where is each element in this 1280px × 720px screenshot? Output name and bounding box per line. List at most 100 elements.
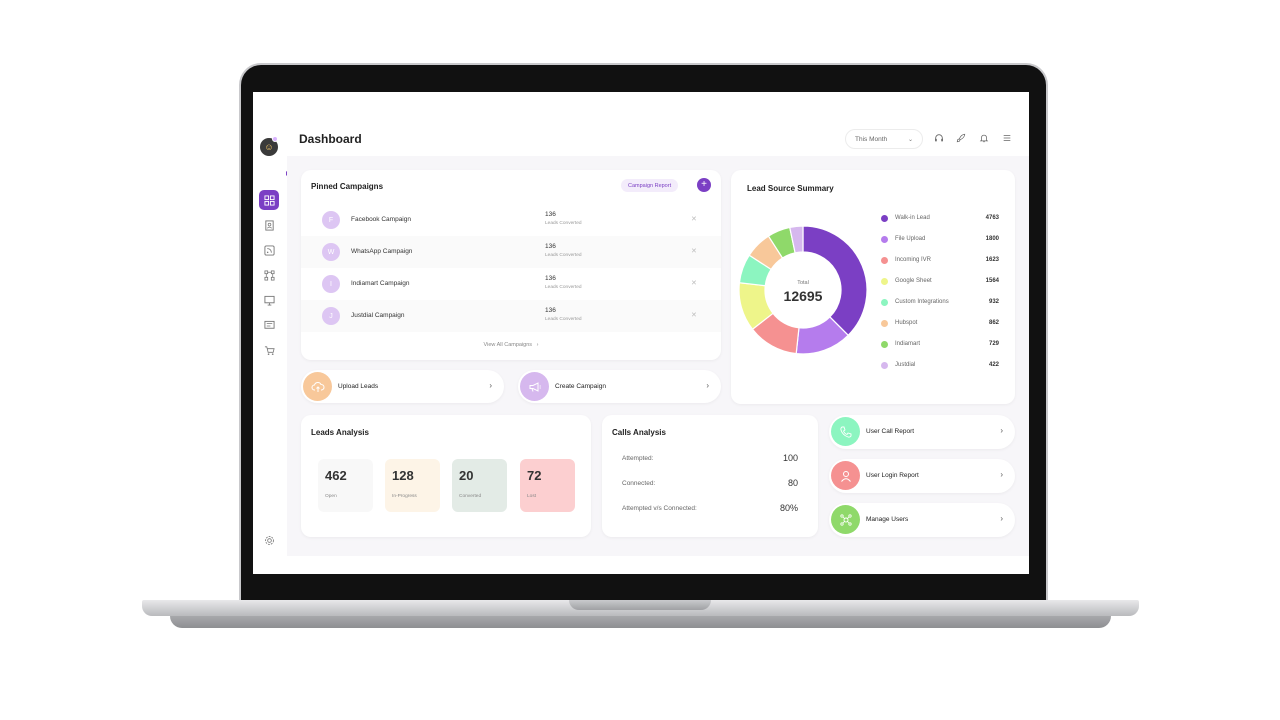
tile-label: In-Progress <box>392 494 417 499</box>
sidebar-item-messages[interactable] <box>259 315 279 335</box>
legend-label: Google Sheet <box>895 278 932 284</box>
headset-icon[interactable] <box>933 132 945 144</box>
tile-value: 72 <box>527 468 542 483</box>
campaign-count: 136 <box>545 275 556 282</box>
lead-source-summary-card: Lead Source Summary Total 12695 Walk-in … <box>731 170 1015 404</box>
legend-item[interactable]: Google Sheet 1564 <box>881 277 999 287</box>
sidebar-item-settings[interactable] <box>259 530 279 550</box>
leads-converted-tile[interactable]: 20 Converted <box>452 459 507 512</box>
close-icon[interactable]: ✕ <box>691 312 697 319</box>
legend-value: 1800 <box>985 236 999 242</box>
donut-slice-walk-in-lead[interactable] <box>802 225 868 337</box>
tile-value: 462 <box>325 468 347 483</box>
leads-open-tile[interactable]: 462 Open <box>318 459 373 512</box>
legend-swatch <box>881 257 888 264</box>
rss-icon <box>263 244 275 256</box>
create-campaign-button[interactable]: Create Campaign › <box>518 370 721 403</box>
campaign-avatar: I <box>322 275 340 293</box>
sidebar-item-dashboard[interactable] <box>259 190 279 210</box>
campaign-name: Indiamart Campaign <box>351 280 410 287</box>
sidebar-item-feeds[interactable] <box>259 240 279 260</box>
avatar[interactable]: ☺ <box>260 138 278 156</box>
legend-item[interactable]: Incoming IVR 1623 <box>881 256 999 266</box>
lead-source-title: Lead Source Summary <box>747 184 834 193</box>
legend-swatch <box>881 362 888 369</box>
legend-swatch <box>881 341 888 348</box>
upload-leads-label: Upload Leads <box>338 383 379 390</box>
campaign-report-button[interactable]: Campaign Report <box>621 179 679 192</box>
period-select[interactable]: This Month ⌄ <box>845 129 923 149</box>
view-all-campaigns-link[interactable]: View All Campaigns › <box>301 342 721 348</box>
legend-swatch <box>881 299 888 306</box>
leads-analysis-card: Leads Analysis 462 Open 128 In-Progress … <box>301 415 591 537</box>
campaign-avatar: J <box>322 307 340 325</box>
page-title: Dashboard <box>299 132 362 146</box>
dashboard-content: Pinned Campaigns Campaign Report + F Fac… <box>287 156 1029 556</box>
chat-icon <box>263 320 275 329</box>
sidebar-item-store[interactable] <box>259 340 279 360</box>
sidebar: ☺ ▶ <box>253 92 291 574</box>
calls-attempted-label: Attempted: <box>622 455 654 462</box>
laptop-base-bottom <box>170 616 1111 628</box>
users-network-icon <box>831 505 860 534</box>
user-call-report-button[interactable]: User Call Report › <box>829 415 1015 449</box>
legend-item[interactable]: Justdial 422 <box>881 361 999 371</box>
legend-label: Walk-in Lead <box>895 215 930 221</box>
create-campaign-label: Create Campaign <box>555 383 606 390</box>
legend-value: 862 <box>988 320 999 326</box>
sidebar-item-workflow[interactable] <box>259 265 279 285</box>
calls-analysis-title: Calls Analysis <box>612 428 666 437</box>
donut-total-value: 12695 <box>783 288 823 304</box>
upload-leads-button[interactable]: Upload Leads › <box>301 370 504 403</box>
menu-icon[interactable] <box>1001 132 1013 144</box>
leads-in-progress-tile[interactable]: 128 In-Progress <box>385 459 440 512</box>
legend-item[interactable]: Indiamart 729 <box>881 340 999 350</box>
leads-lost-tile[interactable]: 72 Lost <box>520 459 575 512</box>
manage-users-label: Manage Users <box>866 516 909 523</box>
campaign-avatar: F <box>322 211 340 229</box>
tile-label: Open <box>325 494 337 499</box>
calls-ratio-value: 80% <box>779 503 798 513</box>
chevron-right-icon: › <box>533 342 539 348</box>
legend-item[interactable]: Walk-in Lead 4763 <box>881 214 999 224</box>
campaign-row[interactable]: I Indiamart Campaign 136 Leads Converted… <box>301 268 721 300</box>
chevron-right-icon: › <box>489 381 492 390</box>
manage-users-button[interactable]: Manage Users › <box>829 503 1015 537</box>
donut-slice-justdial[interactable] <box>789 225 804 254</box>
dashboard-icon <box>263 194 275 206</box>
sidebar-item-monitor[interactable] <box>259 290 279 310</box>
legend-item[interactable]: Hubspot 862 <box>881 319 999 329</box>
legend-value: 4763 <box>985 215 999 221</box>
campaign-name: WhatsApp Campaign <box>351 248 413 255</box>
chevron-right-icon: › <box>706 381 709 390</box>
app-screen: ☺ ▶ <box>253 92 1029 574</box>
legend-label: Custom Integrations <box>895 299 949 305</box>
chevron-right-icon: › <box>1000 426 1003 435</box>
close-icon[interactable]: ✕ <box>691 280 697 287</box>
close-icon[interactable]: ✕ <box>691 216 697 223</box>
campaign-row[interactable]: W WhatsApp Campaign 136 Leads Converted … <box>301 236 721 268</box>
tile-value: 20 <box>459 468 474 483</box>
legend-item[interactable]: Custom Integrations 932 <box>881 298 999 308</box>
lead-source-donut-chart <box>738 225 868 355</box>
legend-label: Indiamart <box>895 341 921 347</box>
close-icon[interactable]: ✕ <box>691 248 697 255</box>
megaphone-icon <box>520 372 549 401</box>
workflow-icon <box>264 270 274 280</box>
sidebar-item-contacts[interactable] <box>259 215 279 235</box>
calls-attempted-value: 100 <box>782 453 798 463</box>
legend-item[interactable]: File Upload 1800 <box>881 235 999 245</box>
bell-icon[interactable] <box>978 132 990 144</box>
laptop-notch <box>569 600 711 610</box>
campaign-row[interactable]: J Justdial Campaign 136 Leads Converted … <box>301 300 721 332</box>
legend-swatch <box>881 278 888 285</box>
donut-total-label: Total <box>797 280 809 286</box>
calls-connected-label: Connected: <box>622 480 656 487</box>
user-login-report-button[interactable]: User Login Report › <box>829 459 1015 493</box>
campaign-row[interactable]: F Facebook Campaign 136 Leads Converted … <box>301 204 721 236</box>
add-campaign-button[interactable]: + <box>697 178 711 192</box>
tile-value: 128 <box>392 468 414 483</box>
chevron-down-icon: ⌄ <box>907 136 913 143</box>
rocket-icon[interactable] <box>955 132 967 144</box>
